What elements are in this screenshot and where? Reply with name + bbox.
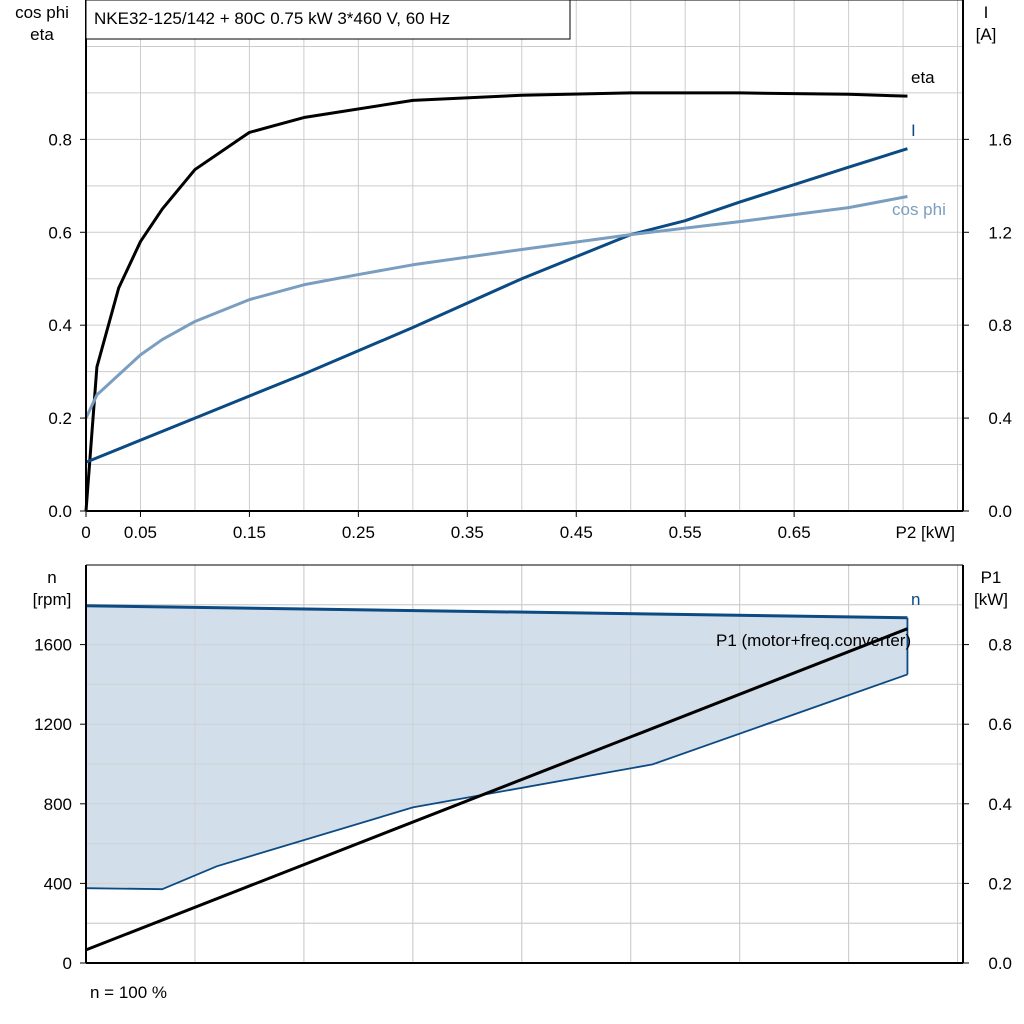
y-right-tick-label: 0.6 [988, 715, 1012, 734]
y-right-tick-label: 0.0 [988, 502, 1012, 521]
speed-annotation: n = 100 % [90, 983, 167, 1002]
y-right-tick-label: 1.6 [988, 130, 1012, 149]
y-left-tick-label: 0.4 [48, 316, 72, 335]
y-right-tick-label: 0.8 [988, 316, 1012, 335]
y-left-label: [rpm] [33, 590, 72, 609]
x-tick-label: 0.45 [560, 523, 593, 542]
y-right-label: [A] [976, 25, 997, 44]
y-left-tick-label: 0 [63, 954, 72, 973]
series-label-current: I [911, 121, 916, 140]
speed-range-area [86, 605, 908, 890]
y-right-tick-label: 0.4 [988, 795, 1012, 814]
series-line-p1 [85, 627, 908, 952]
title-box [85, 0, 571, 40]
y-left-tick-label: 400 [44, 874, 72, 893]
y-left-label: cos phi [15, 3, 69, 22]
x-tick-label: 0.35 [451, 523, 484, 542]
y-left-label: eta [30, 25, 54, 44]
x-tick-label: 0 [81, 523, 90, 542]
y-left-tick-label: 1200 [34, 715, 72, 734]
x-tick-label: 0.05 [124, 523, 157, 542]
x-tick-label: 0.25 [342, 523, 375, 542]
y-left-label: n [47, 568, 56, 587]
chart-title: NKE32-125/142 + 80C 0.75 kW 3*460 V, 60 … [94, 9, 450, 28]
y-left-tick-label: 1600 [34, 636, 72, 655]
series-label-cos-phi: cos phi [892, 200, 946, 219]
series-line-n-min [85, 673, 908, 891]
y-right-label: [kW] [974, 590, 1008, 609]
y-left-tick-label: 0.0 [48, 502, 72, 521]
series-label-eta: eta [911, 68, 935, 87]
y-right-tick-label: 1.2 [988, 223, 1012, 242]
y-left-tick-label: 0.6 [48, 223, 72, 242]
y-right-tick-label: 0.4 [988, 409, 1012, 428]
y-right-tick-label: 0.0 [988, 954, 1012, 973]
y-right-tick-label: 0.8 [988, 636, 1012, 655]
series-label-p1: P1 (motor+freq.converter) [716, 631, 911, 650]
y-left-tick-label: 800 [44, 795, 72, 814]
y-left-tick-label: 0.2 [48, 409, 72, 428]
series-line-I [85, 147, 908, 464]
y-left-tick-label: 0.8 [48, 130, 72, 149]
x-axis-label: P2 [kW] [895, 523, 955, 542]
x-tick-label: 0.55 [669, 523, 702, 542]
series-line-eta [84, 91, 908, 512]
series-label-n: n [911, 590, 920, 609]
x-tick-label: 0.65 [778, 523, 811, 542]
series-line-cos-phi [84, 195, 908, 419]
y-right-label: P1 [981, 568, 1002, 587]
series-line-n [85, 604, 908, 620]
y-right-label: I [984, 3, 989, 22]
x-tick-label: 0.15 [233, 523, 266, 542]
y-right-tick-label: 0.2 [988, 874, 1012, 893]
